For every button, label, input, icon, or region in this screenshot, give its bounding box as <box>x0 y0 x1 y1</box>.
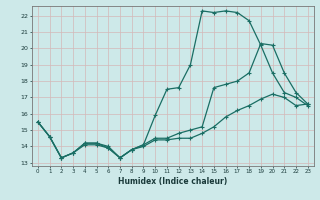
X-axis label: Humidex (Indice chaleur): Humidex (Indice chaleur) <box>118 177 228 186</box>
